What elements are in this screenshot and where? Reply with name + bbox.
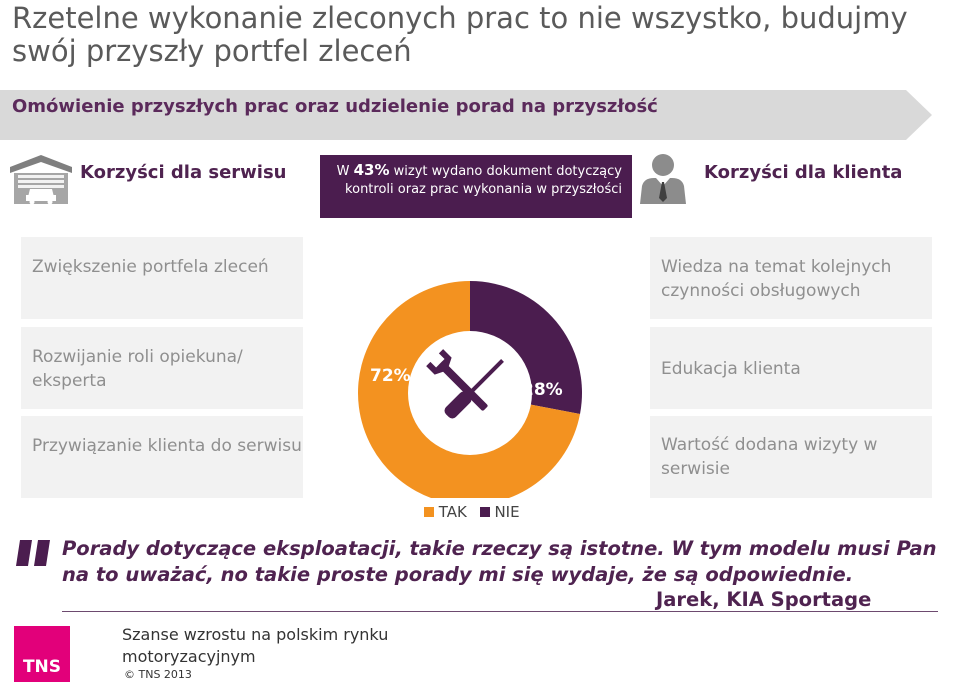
right-card-1: Wiedza na temat kolejnych czynności obsł…	[650, 237, 932, 319]
stat-prefix: W	[336, 164, 354, 179]
legend-label-tak: TAK	[438, 503, 467, 521]
right-card-3: Wartość dodana wizyty w serwisie	[650, 416, 932, 498]
pie-chart	[358, 281, 582, 498]
pie-label-tak: 72%	[370, 366, 411, 386]
banner-text: Omówienie przyszłych prac oraz udzieleni…	[12, 96, 658, 117]
left-card-3: Przywiązanie klienta do serwisu	[21, 416, 303, 498]
chart-legend: TAK NIE	[424, 503, 520, 521]
left-card-1: Zwiększenie portfela zleceń	[21, 237, 303, 319]
stat-box: W 43% wizyt wydano dokument dotyczący ko…	[320, 155, 632, 218]
quote-underline	[62, 611, 938, 612]
banner-arrow	[0, 90, 932, 140]
right-header: Korzyści dla klienta	[704, 162, 903, 183]
legend-swatch-tak	[424, 507, 434, 517]
stat-text: wizyt wydano dokument dotyczący kontroli…	[345, 164, 622, 197]
page-title: Rzetelne wykonanie zleconych prac to nie…	[12, 1, 908, 68]
person-tie-icon	[640, 154, 686, 204]
garage-car-icon	[10, 155, 72, 205]
footer-title: Szanse wzrostu na polskim rynku motoryza…	[122, 625, 389, 666]
right-card-2: Edukacja klienta	[650, 327, 932, 409]
legend-swatch-nie	[479, 507, 490, 517]
left-card-2: Rozwijanie roli opiekuna/ eksperta	[21, 327, 303, 409]
legend-label-nie: NIE	[494, 503, 520, 521]
quote-icon	[16, 540, 50, 566]
footer-copyright: © TNS 2013	[124, 668, 192, 681]
quote-text: Porady dotyczące eksploatacji, takie rze…	[62, 537, 937, 586]
quote-author: Jarek, KIA Sportage	[650, 588, 872, 611]
left-header: Korzyści dla serwisu	[80, 162, 287, 183]
pie-label-nie: 28%	[522, 380, 563, 400]
tns-logo: TNS	[14, 626, 70, 682]
stat-value: 43%	[353, 161, 390, 179]
wrench-screwdriver-icon	[426, 349, 504, 419]
